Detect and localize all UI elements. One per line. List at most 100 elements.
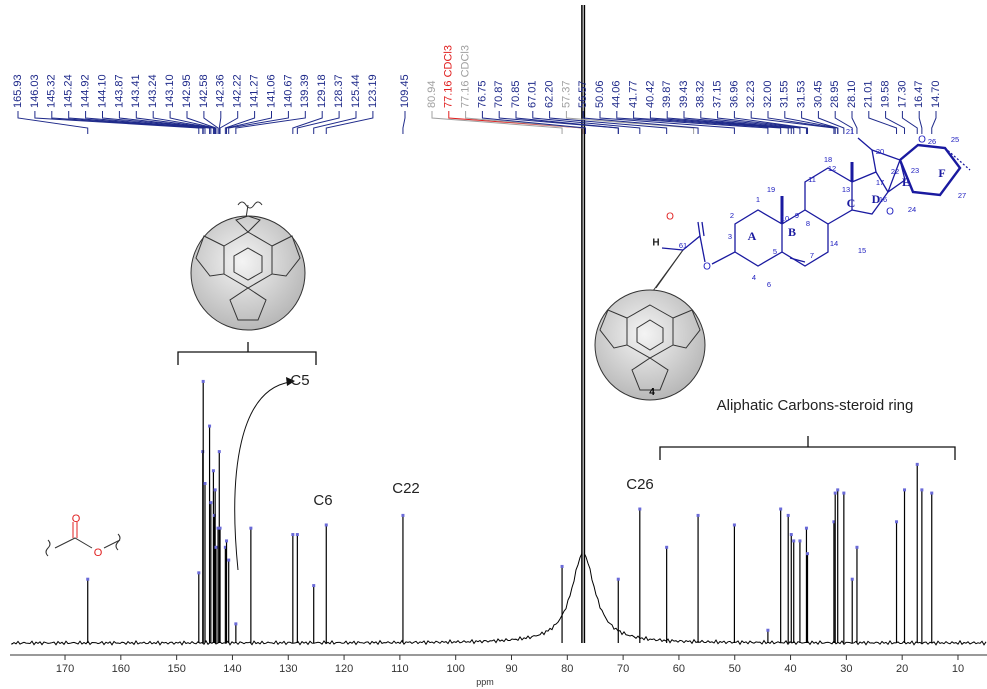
x-tick-label: 90 [505, 663, 517, 675]
peak-label: 80.94 [426, 80, 438, 108]
ring-label: C [847, 196, 856, 210]
peak-label: 76.75 [476, 80, 488, 108]
annotation: Aliphatic Carbons-steroid ring [717, 397, 914, 414]
atom-label: 27 [958, 191, 966, 200]
peak-marker [223, 545, 227, 549]
peak-label-connector [649, 111, 789, 134]
atom-label: 24 [908, 205, 916, 214]
peak-label-connector [481, 111, 586, 134]
peak-marker [855, 545, 859, 549]
ester-atom: O [94, 547, 103, 559]
atom-label: 3 [728, 232, 732, 241]
peak-label: 143.10 [164, 74, 176, 108]
peak-label-connector [296, 111, 340, 134]
peak-marker [203, 482, 207, 485]
peak-label-connector [750, 111, 835, 134]
peak-marker [806, 552, 810, 556]
peak-marker [804, 526, 808, 530]
peak-marker [560, 564, 564, 568]
peak-label: 125.44 [350, 74, 362, 108]
peak-label-connector [582, 111, 699, 134]
ring-label: A [748, 229, 757, 243]
peak-marker [216, 526, 220, 530]
peak-label-connector [465, 111, 584, 134]
peak-label: 140.67 [282, 74, 294, 108]
peak-marker [208, 424, 212, 428]
atom-label: 17 [876, 178, 884, 187]
annotation: C26 [626, 476, 654, 493]
atom-label: H [652, 238, 659, 249]
peak-marker [197, 571, 201, 575]
atom-label: 18 [824, 155, 832, 164]
peak-label-connector [901, 111, 918, 134]
peak-marker [638, 507, 642, 511]
peak-label: 39.87 [661, 80, 673, 108]
x-tick-label: 70 [617, 663, 629, 675]
peak-marker [218, 526, 222, 530]
peak-label: 77.16 CDCl3 [460, 45, 472, 108]
peak-label-connector [226, 111, 272, 134]
peak-label: 17.30 [896, 80, 908, 108]
peak-label-connector [203, 111, 219, 134]
peak-marker [225, 539, 229, 543]
annotation: 4 [649, 387, 655, 398]
arrow [234, 381, 291, 571]
atom-label: 26 [928, 137, 936, 146]
peak-label-connector [666, 111, 792, 134]
fullerene [594, 249, 706, 401]
peak-label-connector [700, 111, 801, 134]
peak-label-connector [633, 111, 782, 134]
peak-marker [915, 462, 919, 466]
peak-label: 145.24 [63, 74, 75, 108]
peak-marker [903, 488, 907, 492]
x-tick-label: 40 [784, 663, 796, 675]
peak-marker [850, 577, 854, 581]
peak-label-connector [532, 111, 641, 134]
peak-label-connector [918, 111, 923, 134]
peak-marker [209, 501, 213, 505]
peak-label: 19.58 [880, 80, 892, 108]
peak-label: 144.92 [80, 74, 92, 108]
peak-marker [732, 523, 736, 527]
peak-label: 36.96 [728, 80, 740, 108]
peak-marker [616, 577, 620, 581]
peak-label: 70.87 [493, 80, 505, 108]
peak-label: 14.70 [930, 80, 942, 108]
peak-marker [789, 533, 793, 537]
x-tick-label: 10 [952, 663, 964, 675]
atom-label: 2 [730, 211, 734, 220]
peak-label: 143.24 [147, 74, 159, 108]
peak-label: 56.57 [577, 80, 589, 108]
peak-label: 146.03 [29, 74, 41, 108]
peak-label: 30.45 [812, 80, 824, 108]
peak-label: 50.06 [594, 80, 606, 108]
peak-label-connector [292, 111, 323, 134]
atom-label: 5 [773, 247, 777, 256]
peak-label: 77.16 CDCl3 [443, 45, 455, 108]
peak-label: 67.01 [527, 80, 539, 108]
peak-label-connector [68, 111, 204, 134]
peak-marker [291, 533, 295, 537]
bracket [659, 436, 956, 460]
annotation: C5 [290, 372, 309, 389]
peak-label-connector [931, 111, 937, 134]
atom-label: 16 [879, 195, 887, 204]
plot: 170 160 150 140 130 120 110 100 90 80 70 60 50 40 30 20… [10, 5, 987, 687]
peak-label: 141.27 [249, 74, 261, 108]
peak-label: 28.10 [846, 80, 858, 108]
peak-label: 142.58 [198, 74, 210, 108]
peak-label: 32.23 [745, 80, 757, 108]
peak-label-connector [135, 111, 214, 134]
atom-label: 7 [810, 251, 814, 260]
atom-label: 9 [795, 211, 799, 220]
atom-label: 15 [858, 246, 866, 255]
peak-label: 128.37 [333, 74, 345, 108]
x-tick-label: 60 [673, 663, 685, 675]
peak-label: 62.20 [544, 80, 556, 108]
peak-marker [798, 539, 802, 543]
peak-label: 31.55 [779, 80, 791, 108]
peak-label: 28.95 [829, 80, 841, 108]
peak-label: 39.43 [678, 80, 690, 108]
peak-marker [920, 488, 924, 492]
peak-label: 142.95 [181, 74, 193, 108]
